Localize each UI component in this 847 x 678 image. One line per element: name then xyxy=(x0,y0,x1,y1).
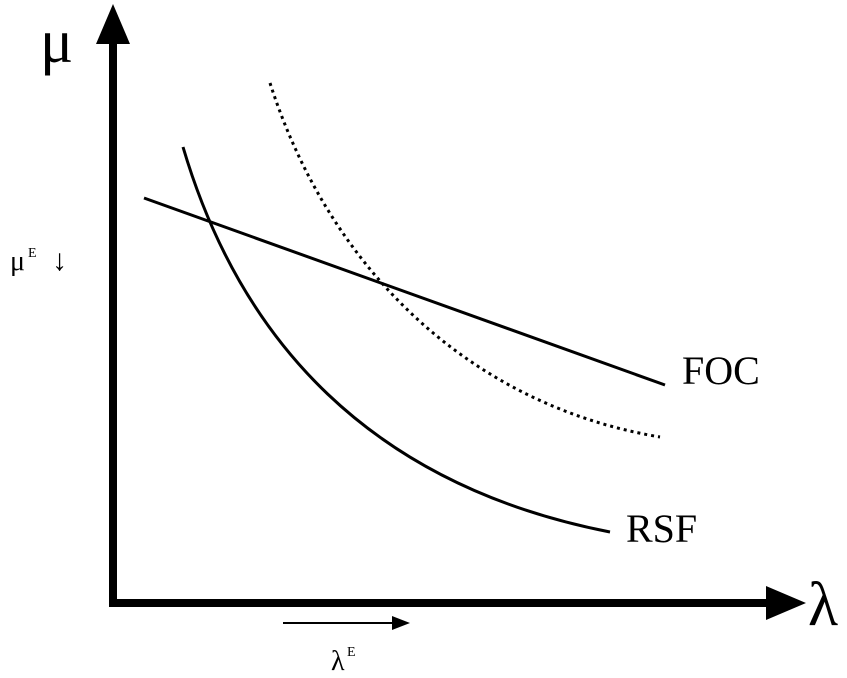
y-axis-label: μ xyxy=(40,8,73,76)
x-axis-arrowhead xyxy=(766,586,806,620)
rsf-curve xyxy=(181,146,611,534)
mu-e-superscript: E xyxy=(28,246,37,261)
x-axis-label: λ xyxy=(808,571,838,639)
foc-label: FOC xyxy=(682,348,760,393)
axes xyxy=(96,4,806,620)
right-arrow-icon xyxy=(392,616,410,630)
lambda-e-superscript: E xyxy=(347,645,356,660)
lambda-e-symbol: λ xyxy=(331,646,345,677)
down-arrow-icon: ↓ xyxy=(52,244,67,277)
y-axis-arrowhead xyxy=(96,4,130,44)
lambda-equilibrium-label: λ E xyxy=(283,616,410,677)
curves xyxy=(143,82,666,534)
mu-e-symbol: μ xyxy=(10,246,25,277)
shifted-curve-dotted xyxy=(268,82,661,439)
foc-curve xyxy=(143,196,666,387)
rsf-label: RSF xyxy=(626,506,697,551)
mu-equilibrium-label: μ E ↓ xyxy=(10,244,67,277)
